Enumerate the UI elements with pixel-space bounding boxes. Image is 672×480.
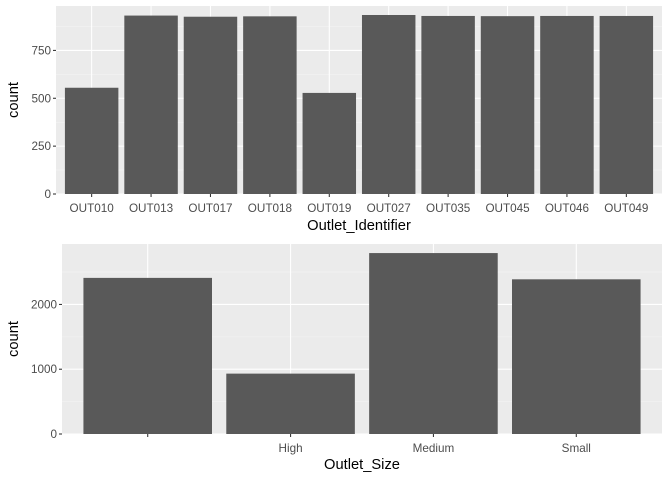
bar [512,279,641,434]
bar [183,16,238,194]
y-tick-label: 750 [31,44,51,57]
x-tick-label: OUT010 [70,202,115,215]
bar [361,14,416,195]
chart-outlet-size: 0 1000 2000 High Medium Small Outlet_Size count [6,244,662,473]
x-tick-label: OUT027 [367,202,411,215]
bar [421,15,475,194]
x-tick-label: OUT035 [426,202,471,215]
bar [83,277,212,434]
x-tick-label: Medium [413,442,455,455]
y-axis-title: count [6,82,22,118]
y-axis-title: count [6,321,22,357]
y-tick-label: 250 [31,140,51,153]
bar [64,87,119,194]
x-tick-label: OUT018 [248,202,292,215]
bar [599,15,654,194]
y-tick-label: 0 [50,428,57,441]
bar [302,92,357,194]
y-tick-label: 0 [44,188,51,201]
x-tick-label: High [279,442,303,455]
bar [226,373,355,434]
x-tick-label: OUT046 [545,202,589,215]
y-tick-label: 2000 [31,298,58,311]
x-tick-label: OUT049 [604,202,648,215]
x-axis-title: Outlet_Identifier [307,218,411,234]
x-tick-label: OUT013 [129,202,173,215]
bar [480,16,535,195]
x-axis-title: Outlet_Size [324,457,400,473]
x-tick-label: OUT017 [188,202,232,215]
chart-outlet-identifier: 0 250 500 750 OUT010 OUT013 OUT017 OUT018 OUT019… [6,6,662,234]
bar [124,15,178,195]
bar [540,15,594,194]
bar [369,253,498,434]
y-tick-label: 1000 [31,363,58,376]
bar [243,16,297,194]
x-tick-label: OUT019 [307,202,351,215]
x-tick-label: OUT045 [485,202,530,215]
x-tick-label: Small [562,442,591,455]
y-tick-label: 500 [31,92,51,105]
